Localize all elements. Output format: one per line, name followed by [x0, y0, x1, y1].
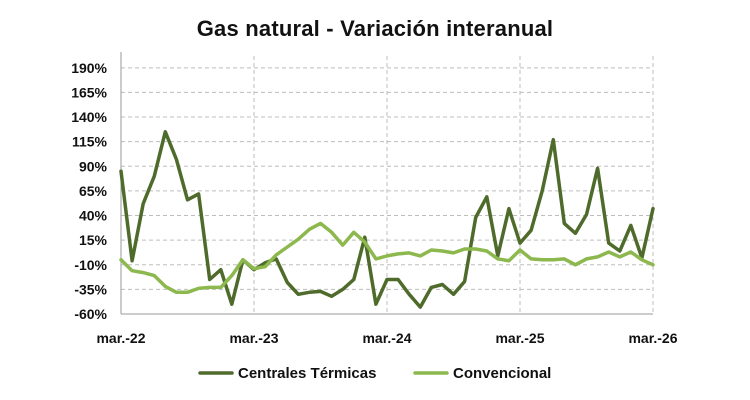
x-tick-label: mar.-23: [229, 330, 278, 346]
x-tick-label: mar.-24: [362, 330, 411, 346]
y-tick-label: -35%: [74, 281, 107, 297]
y-tick-label: 40%: [79, 208, 108, 224]
y-tick-label: -60%: [74, 306, 107, 322]
chart-title: Gas natural - Variación interanual: [196, 16, 554, 41]
x-tick-label: mar.-26: [628, 330, 677, 346]
y-tick-label: 165%: [71, 84, 107, 100]
series-line-convencional: [119, 221, 655, 295]
x-tick-label: mar.-25: [495, 330, 544, 346]
y-tick-label: 115%: [72, 134, 108, 150]
series-line-centrales-termicas: [119, 130, 655, 309]
y-tick-label: 140%: [71, 109, 107, 125]
y-tick-label: 65%: [79, 183, 108, 199]
y-tick-label: 190%: [71, 60, 107, 76]
y-tick-label: 15%: [79, 232, 108, 248]
legend-label-centrales-termicas: Centrales Térmicas: [238, 365, 376, 382]
x-tick-label: mar.-22: [96, 330, 145, 346]
y-tick-label: -10%: [74, 257, 107, 273]
legend-label-convencional: Convencional: [453, 365, 551, 382]
y-tick-label: 90%: [79, 158, 108, 174]
